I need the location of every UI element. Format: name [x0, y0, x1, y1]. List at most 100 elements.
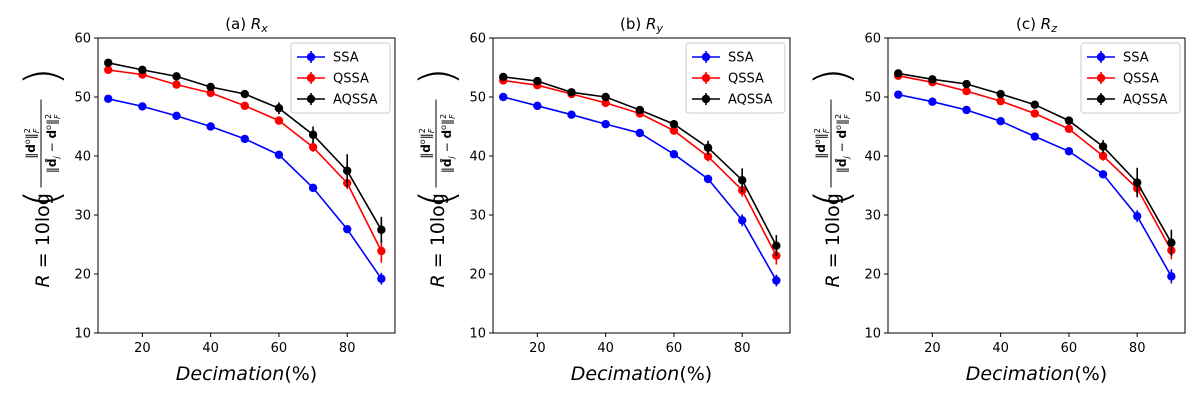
data-point [1133, 178, 1142, 187]
data-point [240, 134, 249, 144]
legend-label: SSA [333, 51, 359, 66]
series-ssa [499, 92, 781, 287]
x-tick-label: 20 [529, 341, 546, 356]
legend: SSA QSSA AQSSA [1080, 42, 1181, 114]
data-point [1098, 151, 1108, 161]
data-point [1030, 132, 1039, 141]
data-point [104, 58, 113, 67]
data-point [308, 142, 318, 152]
data-point [1030, 109, 1039, 118]
x-tick-label: 60 [271, 341, 288, 356]
series-ssa [104, 94, 386, 285]
y-tick-label: 50 [74, 91, 91, 106]
data-point [703, 152, 713, 161]
y-tick-label: 10 [469, 327, 486, 342]
y-tick-label: 30 [74, 209, 91, 224]
data-point [669, 150, 679, 159]
data-point [1064, 116, 1074, 125]
series-line [503, 96, 777, 281]
y-tick-label: 40 [74, 150, 91, 165]
x-tick-label: 60 [666, 341, 683, 356]
svg-text:‖d̂j − do‖2F: ‖d̂j − do‖2F [44, 114, 62, 173]
axes-frame [492, 37, 791, 334]
svg-text:(: ( [410, 190, 464, 208]
chart-title: (a) Rx [225, 15, 268, 35]
y-tick-label: 20 [469, 268, 486, 283]
legend-label: QSSA [1123, 72, 1159, 87]
data-point [308, 130, 318, 139]
data-point [274, 150, 284, 160]
data-point [703, 143, 713, 152]
data-point [104, 65, 113, 75]
data-point [206, 82, 215, 92]
data-point [172, 72, 181, 81]
y-tick-label: 40 [864, 150, 881, 165]
data-point [1167, 272, 1176, 281]
y-tick-label: 30 [469, 209, 486, 224]
data-point [928, 97, 937, 106]
data-point [567, 110, 576, 119]
x-tick-label: 40 [992, 341, 1009, 356]
data-point [499, 72, 508, 82]
data-point [172, 111, 181, 121]
y-tick-label: 20 [864, 268, 881, 283]
data-point [206, 122, 215, 131]
data-point [601, 119, 610, 129]
data-point [377, 246, 386, 256]
data-point [738, 216, 747, 225]
legend-label: SSA [1123, 51, 1149, 66]
chart-panel-1: 20 40 60 80 10 20 30 40 50 60 (b) Ry Decimation(%) R… [410, 15, 791, 385]
y-axis-label: R = 10log() ‖do‖2F‖d̂j − do‖2F [805, 68, 859, 288]
svg-text:R = 10log: R = 10log [32, 193, 54, 287]
legend-item-aqssa: AQSSA [297, 93, 378, 108]
svg-text:(: ( [805, 190, 859, 208]
legend-item-ssa: SSA [297, 51, 359, 66]
y-axis-label: R = 10log() ‖do‖2F‖d̂j − do‖2F [410, 68, 464, 288]
y-tick-label: 50 [469, 91, 486, 106]
data-point [1064, 124, 1074, 134]
svg-text:): ) [805, 68, 859, 86]
y-tick-label: 60 [469, 32, 486, 47]
legend-label: QSSA [728, 72, 764, 87]
axes-frame [97, 37, 396, 334]
data-point [567, 88, 576, 97]
y-tick-label: 50 [864, 91, 881, 106]
series-line [898, 93, 1172, 277]
data-point [1030, 100, 1039, 109]
x-tick-label: 80 [1129, 341, 1146, 356]
data-point [240, 89, 249, 99]
data-point [377, 274, 386, 283]
svg-text:‖do‖2F: ‖do‖2F [813, 128, 831, 159]
x-axis-label: Decimation(%) [176, 363, 317, 385]
data-point [996, 116, 1005, 126]
data-point [996, 89, 1005, 99]
data-point [343, 224, 352, 234]
data-point [104, 94, 113, 103]
svg-text:‖do‖2F: ‖do‖2F [418, 128, 436, 159]
data-point [138, 65, 147, 75]
legend-box [685, 42, 786, 114]
svg-text:R = 10log: R = 10log [822, 193, 844, 287]
data-point [601, 98, 610, 108]
legend-item-aqssa: AQSSA [1087, 93, 1168, 108]
data-point [738, 175, 747, 185]
x-tick-label: 80 [734, 341, 751, 356]
y-tick-label: 30 [864, 209, 881, 224]
svg-text:‖do‖2F: ‖do‖2F [23, 128, 41, 159]
series-ssa [894, 90, 1176, 284]
series-line [108, 98, 382, 280]
legend-item-qssa: QSSA [297, 72, 369, 87]
axes-frame [887, 37, 1186, 334]
data-point [274, 104, 284, 113]
svg-text:‖d̂j − do‖2F: ‖d̂j − do‖2F [834, 114, 852, 173]
legend: SSA QSSA AQSSA [685, 42, 786, 114]
data-point [703, 174, 713, 184]
legend-label: QSSA [333, 72, 369, 87]
data-point [1098, 170, 1108, 179]
x-tick-label: 20 [134, 341, 151, 356]
data-point [343, 166, 352, 175]
data-point [1133, 211, 1142, 221]
legend-item-qssa: QSSA [1087, 72, 1159, 87]
y-tick-label: 60 [864, 32, 881, 47]
